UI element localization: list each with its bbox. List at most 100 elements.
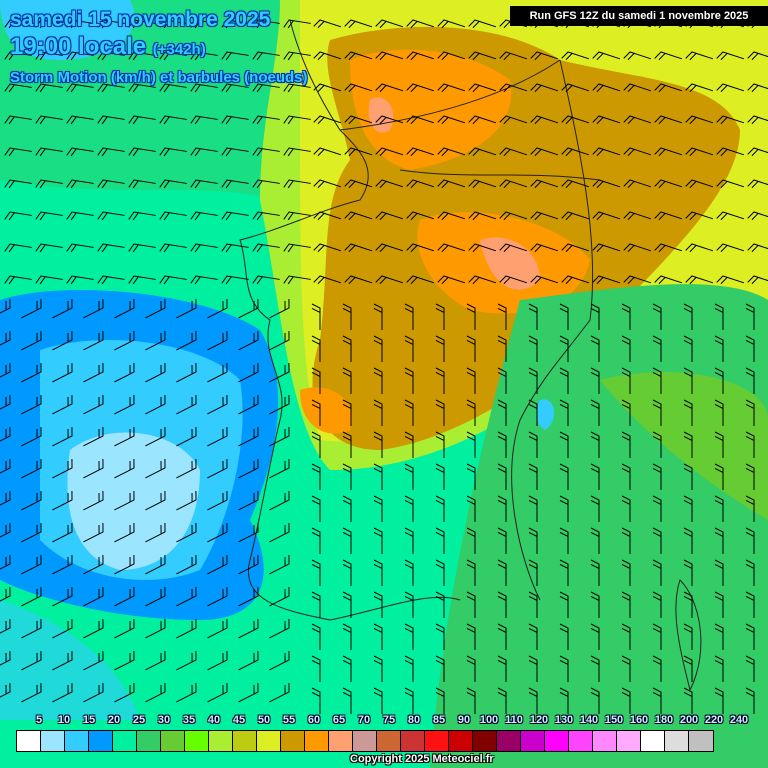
wind-barb [311,687,321,714]
wind-barb [238,587,259,607]
wind-barb [437,211,466,221]
wind-barb [466,623,476,650]
wind-barb [21,459,42,479]
wind-barb [621,495,631,522]
wind-barb [468,83,497,93]
wind-barb [590,655,600,682]
legend-swatch [185,731,209,751]
wind-barb [145,459,166,479]
wind-barb [623,147,652,157]
wind-barb [406,83,435,93]
wind-barb [114,651,135,671]
wind-barb [435,495,445,522]
wind-barb [499,243,528,253]
wind-barb [716,83,745,93]
wind-barb [311,495,321,522]
wind-barb [652,367,662,394]
wind-barb [590,591,600,618]
wind-barb [435,591,445,618]
wind-barb [592,51,621,61]
legend-label: 35 [182,714,196,726]
wind-barb [530,211,559,221]
wind-barb [342,527,352,554]
wind-barb [97,211,125,221]
wind-barb [435,399,445,426]
wind-barb [559,623,569,650]
wind-barb [652,687,662,714]
wind-barb [590,495,600,522]
wind-barb [344,115,373,125]
wind-barb [114,331,135,351]
wind-barb [35,275,63,285]
legend-swatch [353,731,377,751]
wind-barb [342,303,352,330]
wind-barb [652,463,662,490]
wind-barb [342,591,352,618]
wind-barb [145,555,166,575]
wind-barb [21,651,42,671]
wind-barb [311,463,321,490]
wind-barb [404,591,414,618]
wind-barb [83,523,104,543]
legend-label: 140 [579,714,599,726]
wind-barb [497,495,507,522]
legend-label: 200 [679,714,699,726]
wind-barb [66,179,94,189]
wind-barb [466,399,476,426]
wind-barb [559,591,569,618]
wind-barb [0,491,11,506]
wind-barb [406,51,435,61]
wind-barb [0,587,11,602]
wind-barb [83,299,104,319]
wind-barb [437,83,466,93]
wind-barb [221,19,249,29]
wind-barb [404,527,414,554]
wind-barb [373,495,383,522]
wind-barb [592,243,621,253]
wind-barb [342,495,352,522]
wind-barb [530,275,559,285]
legend-swatch [401,731,425,751]
wind-barb [207,395,228,415]
wind-barb [559,655,569,682]
wind-barb [145,331,166,351]
wind-barb [311,591,321,618]
wind-barb [530,51,559,61]
wind-barb [159,211,187,221]
wind-barb [128,51,156,61]
wind-barb [652,303,662,330]
wind-barb [97,51,125,61]
wind-barb [313,83,342,93]
wind-barb [435,335,445,362]
wind-barb [528,527,538,554]
wind-barb [238,523,259,543]
wind-barb [621,367,631,394]
wind-barb [683,399,693,426]
legend-label: 40 [207,714,221,726]
wind-barb [128,179,156,189]
wind-barb [590,303,600,330]
wind-barb [497,559,507,586]
legend-swatch [473,731,497,751]
wind-barb [21,363,42,383]
wind-barb [252,243,280,253]
wind-barb [373,367,383,394]
wind-barb [561,211,590,221]
wind-barb [114,619,135,639]
wind-barb [311,303,321,330]
wind-barb [313,211,342,221]
wind-barb [207,331,228,351]
wind-barb [623,179,652,189]
wind-barb [311,335,321,362]
wind-barb [716,211,745,221]
wind-barb [590,399,600,426]
wind-barb [375,147,404,157]
wind-barb [207,651,228,671]
wind-barb [4,211,32,221]
wind-barb [342,431,352,458]
wind-barb [714,399,724,426]
wind-barb [499,179,528,189]
wind-barb [190,115,218,125]
wind-barb [592,147,621,157]
wind-barb [159,19,187,29]
